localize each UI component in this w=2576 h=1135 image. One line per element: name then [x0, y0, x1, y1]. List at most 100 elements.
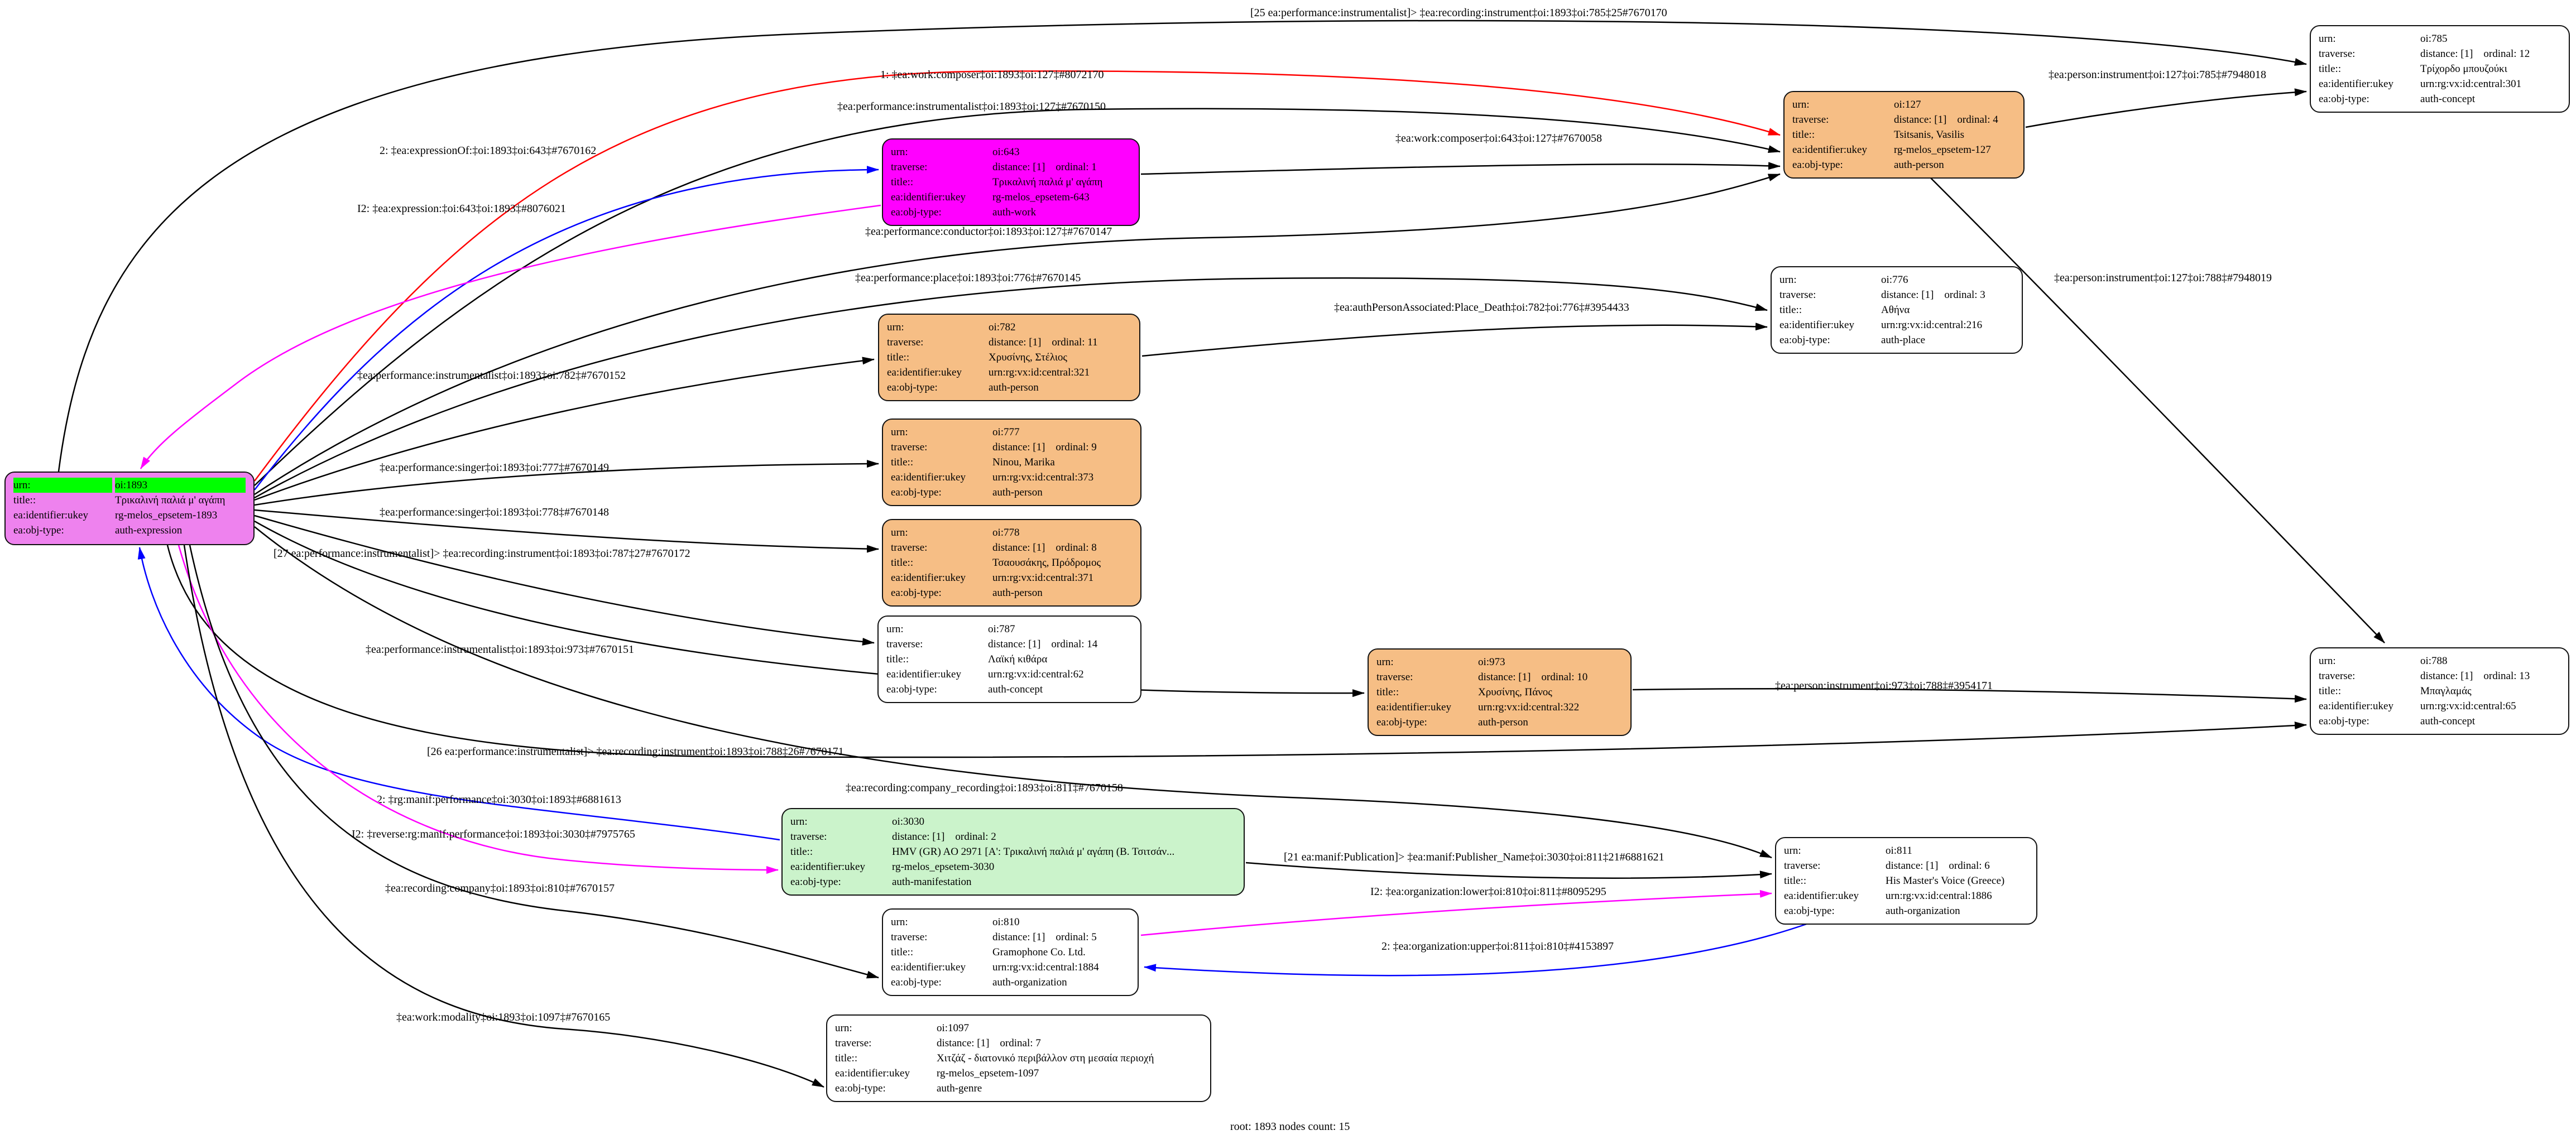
node-field-row: traverse: distance: [1] ordinal: 1: [891, 160, 1131, 175]
node-field-row: ea:obj-type: auth-person: [891, 585, 1133, 600]
graph-edge-0: [57, 20, 2307, 472]
graph-edge-5: [1140, 162, 1781, 175]
field-key: traverse:: [891, 931, 928, 943]
edge-label: ‡ea:work:composer‡oi:643‡oi:127‡#7670058: [1395, 132, 1602, 145]
graph-edge-14: [254, 514, 875, 646]
node-field-row: urn: oi:782: [887, 320, 1131, 335]
field-value: rg-melos_epsetem-1893: [115, 509, 218, 521]
node-field-row: ea:obj-type: auth-person: [891, 485, 1133, 500]
field-key: traverse:: [891, 441, 928, 453]
field-value: Τσαουσάκης, Πρόδρομος: [992, 557, 1101, 569]
field-value: auth-organization: [1886, 905, 1960, 917]
graph-node-oi-3030[interactable]: urn: oi:3030 traverse: distance: [1] ordina…: [781, 808, 1245, 896]
node-field-row: urn: oi:1097: [835, 1021, 1202, 1036]
graph-node-oi-810[interactable]: urn: oi:810 traverse: distance: [1] ordinal…: [882, 908, 1139, 996]
graph-node-oi-776[interactable]: urn: oi:776 traverse: distance: [1] ordinal…: [1771, 266, 2023, 354]
graph-node-oi-643[interactable]: urn: oi:643 traverse: distance: [1] ordinal…: [882, 138, 1140, 226]
node-field-row: ea:identifier:ukey rg-melos_epsetem-3030: [790, 859, 1236, 874]
node-field-row: urn: oi:776: [1779, 272, 2014, 287]
field-value: oi:776: [1881, 274, 1908, 286]
field-key: ea:obj-type:: [2319, 715, 2369, 727]
field-key: ea:identifier:ukey: [891, 572, 966, 584]
field-value: oi:788: [2420, 655, 2448, 667]
edge-label: 2: ‡rg:manif:performance‡oi:3030‡oi:1893…: [377, 793, 621, 806]
field-key: traverse:: [1779, 289, 1816, 301]
field-value: oi:1893: [115, 478, 246, 493]
node-field-row: ea:identifier:ukey rg-melos_epsetem-1893: [13, 508, 246, 523]
edge-label: [25 ea:performance:instrumentalist]> ‡ea…: [1250, 7, 1667, 19]
field-value: auth-concept: [988, 684, 1043, 695]
field-key: traverse:: [891, 161, 928, 173]
field-key: ea:obj-type:: [891, 487, 942, 498]
node-field-row: urn: oi:778: [891, 525, 1133, 540]
edge-label: [26 ea:performance:instrumentalist]> ‡ea…: [427, 746, 844, 758]
graph-node-oi-811[interactable]: urn: oi:811 traverse: distance: [1] ordinal…: [1775, 837, 2037, 925]
field-key: title::: [2319, 63, 2342, 75]
field-value: rg-melos_epsetem-1097: [937, 1067, 1039, 1079]
node-field-row: urn: oi:785: [2319, 31, 2561, 46]
node-field-row: ea:identifier:ukey urn:rg:vx:id:central:2…: [1779, 318, 2014, 333]
field-value: distance: [1] ordinal: 12: [2420, 48, 2530, 60]
graph-edge-7: [254, 173, 1781, 496]
field-value: rg-melos_epsetem-127: [1894, 144, 1991, 156]
field-value: distance: [1] ordinal: 14: [988, 638, 1098, 650]
graph-node-oi-787[interactable]: urn: oi:787 traverse: distance: [1] ordinal…: [877, 615, 1141, 703]
node-field-row: ea:identifier:ukey urn:rg:vx:id:central:3…: [1376, 700, 1623, 715]
graph-node-oi-973[interactable]: urn: oi:973 traverse: distance: [1] ordinal…: [1368, 648, 1632, 736]
edge-label: 1: ‡ea:work:composer‡oi:1893‡oi:127‡#807…: [880, 69, 1104, 81]
field-value: oi:811: [1886, 845, 1912, 857]
node-field-row: ea:obj-type: auth-manifestation: [790, 874, 1236, 889]
field-value: urn:rg:vx:id:central:322: [1478, 701, 1580, 713]
field-key: ea:obj-type:: [2319, 93, 2369, 105]
graph-edge-19: [137, 547, 780, 841]
node-field-row: traverse: distance: [1] ordinal: 4: [1792, 112, 2016, 127]
field-value: auth-person: [992, 587, 1043, 599]
graph-node-oi-782[interactable]: urn: oi:782 traverse: distance: [1] ordinal…: [878, 314, 1140, 401]
field-key: ea:obj-type:: [1779, 334, 1830, 346]
graph-node-oi-777[interactable]: urn: oi:777 traverse: distance: [1] ordinal…: [882, 419, 1141, 506]
field-value: auth-person: [1894, 159, 1944, 171]
node-field-row: ea:obj-type: auth-concept: [2319, 92, 2561, 107]
field-key: traverse:: [2319, 48, 2356, 60]
node-field-row: title:: HMV (GR) AO 2971 [Α': Τρικαλινή π…: [790, 844, 1236, 859]
node-field-row: ea:identifier:ukey rg-melos_epsetem-643: [891, 190, 1131, 205]
graph-node-oi-788[interactable]: urn: oi:788 traverse: distance: [1] ordinal…: [2310, 647, 2569, 735]
node-field-row: title:: His Master's Voice (Greece): [1784, 873, 2028, 888]
node-field-row: ea:identifier:ukey urn:rg:vx:id:central:3…: [887, 365, 1131, 380]
field-key: title::: [1792, 129, 1815, 141]
field-value: oi:782: [989, 321, 1016, 333]
field-value: urn:rg:vx:id:central:301: [2420, 78, 2522, 90]
field-key: traverse:: [835, 1037, 872, 1049]
field-value: urn:rg:vx:id:central:62: [988, 669, 1084, 680]
node-field-row: title:: Χρυσίνης, Στέλιος: [887, 350, 1131, 365]
field-key: urn:: [1792, 99, 1810, 110]
field-value: auth-expression: [115, 525, 183, 536]
node-field-row: urn: oi:788: [2319, 653, 2560, 669]
field-value: oi:777: [992, 426, 1020, 438]
field-value: auth-place: [1881, 334, 1926, 346]
node-field-row: urn: oi:973: [1376, 655, 1623, 670]
field-key: ea:identifier:ukey: [891, 961, 966, 973]
graph-node-oi-785[interactable]: urn: oi:785 traverse: distance: [1] ordinal…: [2310, 25, 2570, 113]
graph-node-oi-1097[interactable]: urn: oi:1097 traverse: distance: [1] ordina…: [826, 1014, 1211, 1102]
field-value: distance: [1] ordinal: 11: [989, 336, 1098, 348]
graph-node-oi-778[interactable]: urn: oi:778 traverse: distance: [1] ordinal…: [882, 519, 1141, 607]
graph-node-oi-1893[interactable]: urn: oi:1893 title:: Τρικαλινή παλιά μ' αγά…: [4, 472, 255, 545]
graph-node-oi-127[interactable]: urn: oi:127 traverse: distance: [1] ordinal…: [1783, 91, 2025, 179]
node-field-row: title:: Μπαγλαμάς: [2319, 684, 2560, 699]
edge-label: 2: ‡ea:expressionOf:‡oi:1893‡oi:643‡#767…: [380, 145, 596, 157]
field-value: rg-melos_epsetem-3030: [892, 861, 995, 873]
field-value: Χιτζάζ - διατονικό περιβάλλον στη μεσαία…: [937, 1052, 1154, 1064]
graph-edge-6: [2025, 88, 2307, 128]
node-field-row: traverse: distance: [1] ordinal: 8: [891, 540, 1133, 555]
field-key: urn:: [891, 527, 908, 538]
field-key: title::: [886, 653, 909, 665]
field-key: ea:obj-type:: [1784, 905, 1835, 917]
field-value: distance: [1] ordinal: 2: [892, 831, 996, 843]
footer-status-text: root: 1893 nodes count: 15: [1230, 1120, 1350, 1133]
field-key: ea:obj-type:: [1792, 159, 1843, 171]
node-field-row: ea:obj-type: auth-organization: [1784, 903, 2028, 918]
edge-label: [21 ea:manif:Publication]> ‡ea:manif:Pub…: [1284, 851, 1664, 863]
